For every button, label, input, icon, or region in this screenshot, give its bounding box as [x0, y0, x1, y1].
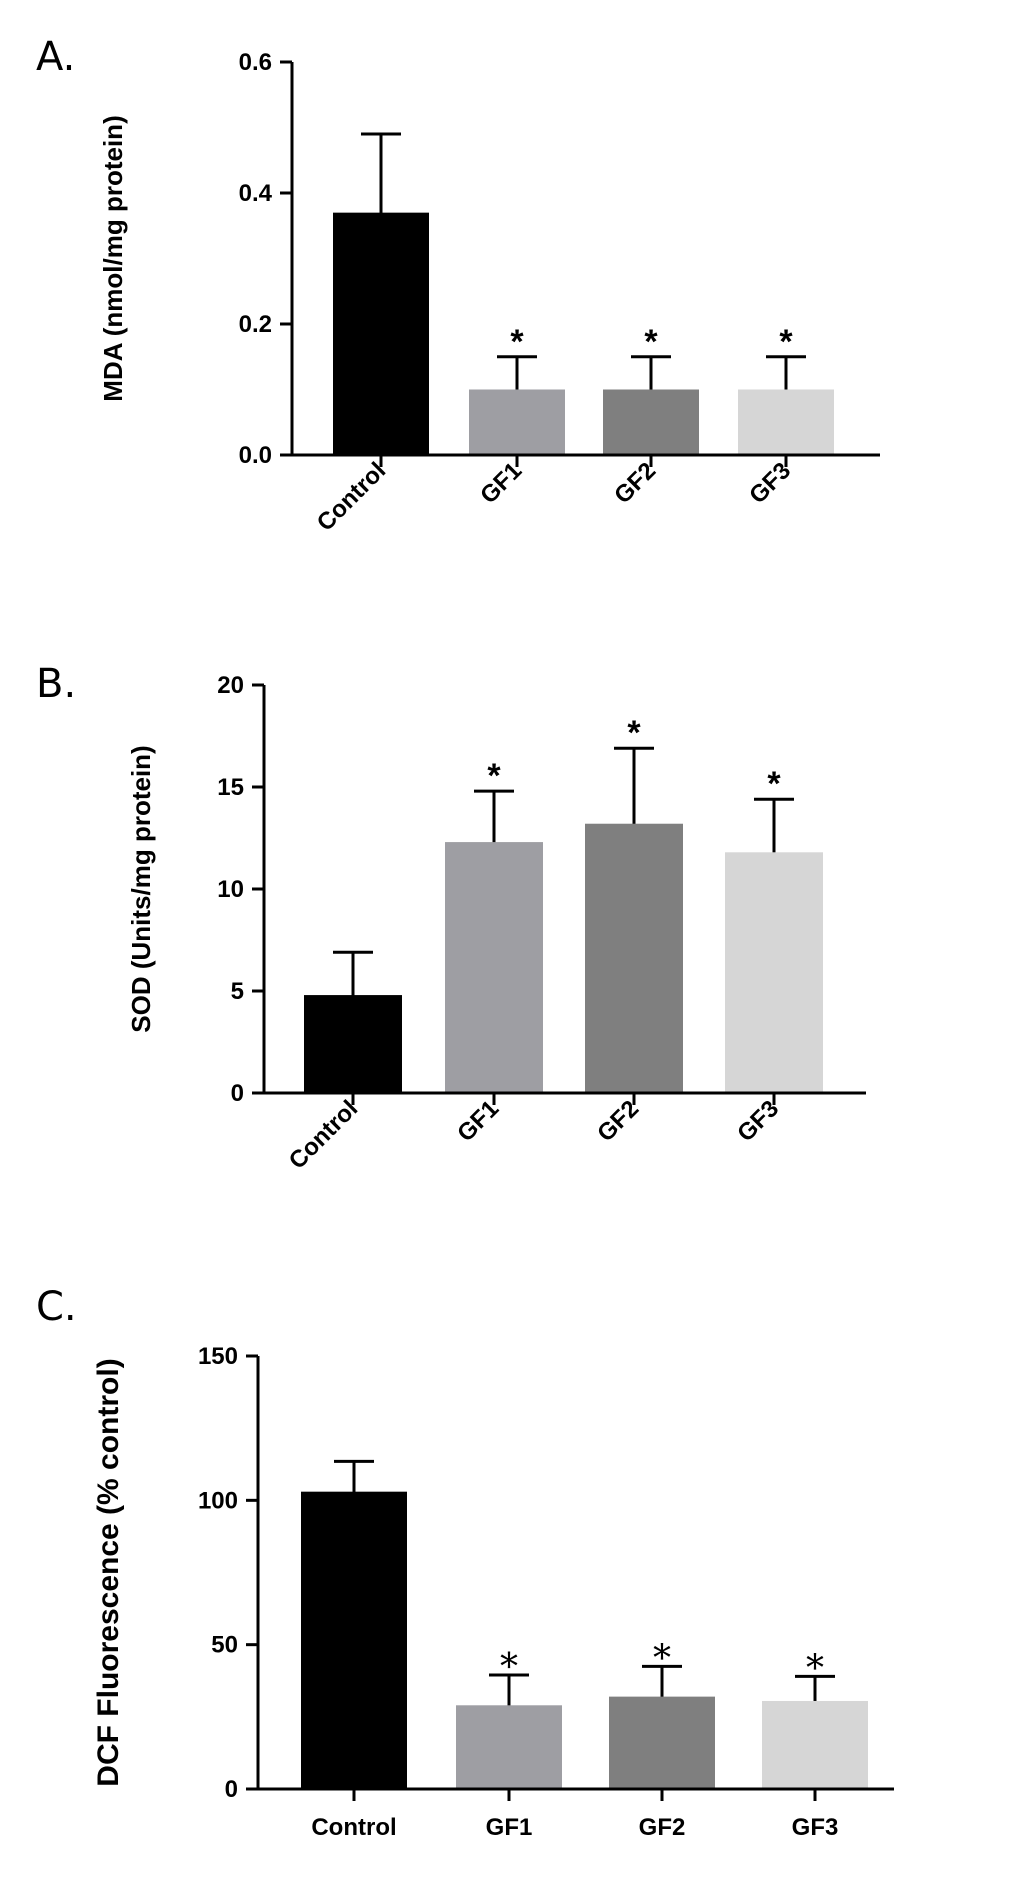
significance-marker: * — [500, 1647, 518, 1688]
y-tick-label: 0 — [231, 1080, 244, 1107]
significance-marker: * — [779, 323, 793, 361]
significance-marker: * — [767, 765, 781, 803]
significance-marker: * — [487, 757, 501, 795]
y-tick-label: 0.6 — [239, 49, 272, 76]
significance-marker: * — [653, 1638, 671, 1679]
bar-control — [301, 1491, 407, 1789]
significance-marker: * — [627, 714, 641, 752]
significance-marker: * — [806, 1648, 824, 1689]
panel-label: C. — [36, 1284, 77, 1330]
panel-c: C. * * * 0 50 100 150 Control GF1 GF2 GF3 DCF Fluore… — [36, 1284, 894, 1841]
y-tick-label: 0 — [225, 1776, 238, 1803]
y-axis-title: MDA (nmol/mg protein) — [98, 115, 128, 401]
y-axis-title: SOD (Units/mg protein) — [126, 745, 156, 1032]
y-tick-label: 20 — [217, 672, 244, 699]
bar-gf1 — [456, 1705, 562, 1789]
panel-label: B. — [36, 661, 76, 707]
y-tick-label: 10 — [217, 876, 244, 903]
y-tick-label: 100 — [198, 1487, 238, 1514]
significance-marker: * — [644, 323, 658, 361]
bar-gf3 — [725, 852, 823, 1093]
bar-control — [333, 212, 429, 455]
bar-gf2 — [609, 1696, 715, 1789]
y-tick-label: 0.2 — [239, 311, 272, 338]
bar-gf1 — [445, 842, 543, 1093]
x-tick-label: GF2 — [639, 1814, 686, 1841]
x-tick-label: GF1 — [486, 1814, 533, 1841]
y-tick-label: 50 — [211, 1632, 238, 1659]
bar-gf3 — [738, 389, 834, 455]
y-axis-title: DCF Fluorescence (% control) — [92, 1358, 125, 1786]
bar-gf2 — [603, 389, 699, 455]
y-tick-label: 0.4 — [239, 180, 273, 207]
y-tick-label: 5 — [231, 978, 244, 1005]
x-tick-label: Control — [311, 1814, 396, 1841]
bar-control — [304, 995, 402, 1093]
x-tick-label: GF3 — [792, 1814, 839, 1841]
bar-gf3 — [762, 1700, 868, 1789]
y-tick-label: 15 — [217, 774, 244, 801]
y-tick-label: 0.0 — [239, 442, 272, 469]
panel-label: A. — [36, 34, 75, 80]
bar-gf2 — [585, 823, 683, 1093]
significance-marker: * — [510, 323, 524, 361]
y-tick-label: 150 — [198, 1343, 238, 1370]
bar-gf1 — [469, 389, 565, 455]
